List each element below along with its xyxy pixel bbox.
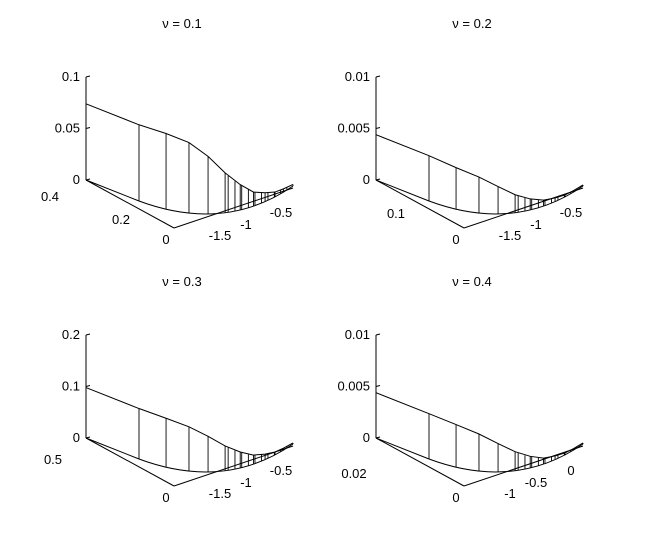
floor-edge [85,437,140,460]
z-tick [375,385,381,387]
y-axis-line [85,179,175,229]
z-tick-label: 0 [363,430,370,445]
y-tick-label: 0 [162,232,169,247]
z-tick-label: 0.005 [337,121,370,136]
y-axis-line [375,179,465,229]
series-curve [138,408,294,456]
x-tick-label: -1.5 [209,486,231,501]
x-tick-label: -1 [504,486,516,501]
z-tick-label: 0 [73,430,80,445]
z-tick-label: 0.2 [62,327,80,342]
floor-curve [138,185,294,215]
z-tick [85,385,91,387]
chart-panel-1: ν = 0.1 0 0.05 0.1 0 0.2 0.4 -1.5 -1 -0.5 [41,16,294,247]
floor-curve [138,443,294,473]
y-tick-label: 0.4 [41,189,59,204]
x-tick-label: -0.5 [560,205,582,220]
z-tick [375,333,381,336]
z-tick [375,75,381,78]
x-tick-label: -1.5 [209,228,231,243]
back-edge [85,103,140,126]
z-tick-label: 0.01 [345,327,370,342]
x-tick-label: -1 [530,217,542,232]
series-curve [428,155,584,201]
floor-edge [375,179,430,202]
floor-curve [428,185,584,215]
x-tick-label: -1 [240,475,252,490]
y-tick-label: 0 [452,232,459,247]
x-tick-label: -0.5 [525,475,547,490]
series-curve [428,413,584,459]
z-tick [85,333,91,336]
x-tick-label: -0.5 [270,205,292,220]
chart-title: ν = 0.2 [452,16,491,31]
z-tick-label: 0 [73,172,80,187]
y-tick-label: 0.5 [44,452,62,467]
back-edge [85,387,140,409]
z-tick-label: 0.05 [55,121,80,136]
x-axis-line [463,187,584,229]
y-axis-line [85,437,175,487]
z-tick [85,75,91,78]
chart-title: ν = 0.1 [162,16,201,31]
y-tick-label: 0.1 [387,206,405,221]
floor-curve [428,443,584,473]
chart-panel-3: ν = 0.3 0 0.1 0.2 0 0.5 -1.5 -1 -0.5 [44,274,294,505]
y-tick-label: 0.02 [341,466,366,481]
back-edge [375,392,430,415]
series-curve [138,124,294,194]
chart-title: ν = 0.4 [452,274,491,289]
chart-title: ν = 0.3 [162,274,201,289]
z-tick-label: 0 [363,172,370,187]
x-axis-line [173,187,294,229]
z-tick-label: 0.1 [62,379,80,394]
chart-panel-4: ν = 0.4 0 0.005 0.01 0 0.02 -1 -0.5 0 [337,274,584,505]
floor-edge [375,437,430,460]
y-tick-label: 0 [162,490,169,505]
z-tick-label: 0.005 [337,379,370,394]
z-tick-label: 0.01 [345,69,370,84]
y-tick-label: 0.2 [112,212,130,227]
back-edge [375,134,430,157]
z-tick-label: 0.1 [62,69,80,84]
x-tick-label: -0.5 [270,463,292,478]
y-axis-line [375,437,465,487]
x-tick-label: 0 [567,463,574,478]
z-tick [85,127,91,129]
x-tick-label: -1 [240,217,252,232]
x-tick-label: -1.5 [499,228,521,243]
y-tick-label: 0 [452,490,459,505]
floor-edge [85,179,140,202]
x-axis-line [463,445,584,487]
chart-panel-2: ν = 0.2 0 0.005 0.01 0 0.1 -1.5 -1 -0.5 [337,16,584,247]
z-tick [375,127,381,129]
